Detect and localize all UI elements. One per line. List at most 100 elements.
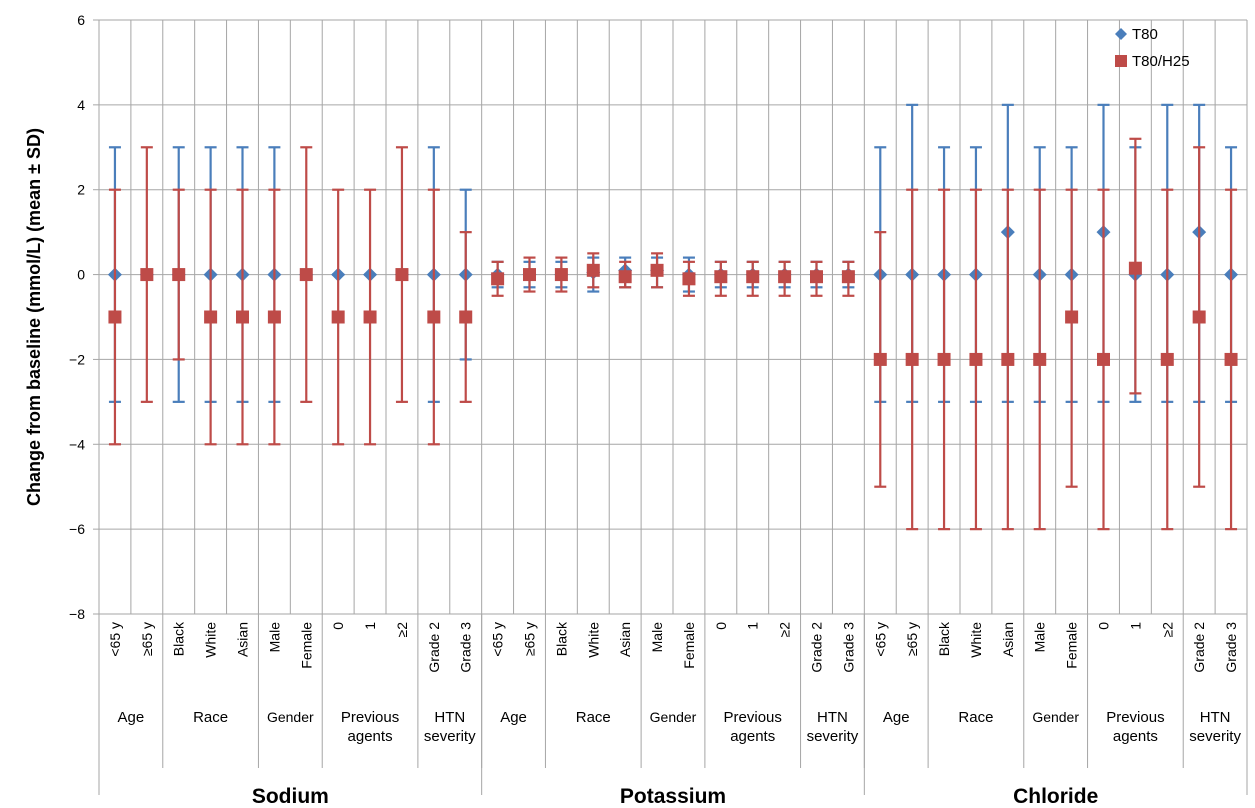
- t80-h25-marker: [905, 352, 919, 366]
- x-tick-label: 0: [330, 622, 346, 630]
- t80-h25-marker: [1128, 261, 1142, 275]
- group-label: Race: [193, 709, 228, 726]
- x-tick-label: <65 y: [490, 622, 506, 657]
- x-tick-label: White: [968, 622, 984, 658]
- x-tick-label: ≥2: [394, 622, 410, 638]
- x-tick-label: <65 y: [107, 622, 123, 657]
- t80-h25-marker: [746, 270, 760, 284]
- group-label: Gender: [650, 709, 697, 725]
- x-tick-label: Grade 2: [809, 622, 825, 673]
- y-tick-label: 2: [77, 182, 85, 198]
- x-tick-label: White: [203, 622, 219, 658]
- x-tick-label: ≥65 y: [522, 622, 538, 656]
- t80-h25-marker: [267, 310, 281, 324]
- group-label: Race: [576, 709, 611, 726]
- t80-h25-marker: [395, 268, 409, 282]
- y-tick-label: −2: [69, 351, 85, 367]
- t80-h25-marker: [108, 310, 122, 324]
- series-t80-h25: [108, 137, 1238, 531]
- t80-h25-marker: [810, 270, 823, 284]
- t80-h25-marker: [586, 263, 600, 277]
- group-label: Age: [883, 709, 910, 726]
- t80-h25-marker: [1192, 310, 1206, 324]
- x-tick-label: ≥65 y: [904, 622, 920, 656]
- x-tick-label: ≥2: [1159, 622, 1175, 638]
- y-tick-label: −8: [69, 606, 85, 622]
- group-label: agents: [1113, 728, 1158, 745]
- group-label: Age: [500, 709, 527, 726]
- t80-h25-marker: [873, 352, 887, 366]
- t80-h25-marker: [523, 268, 536, 282]
- t80-h25-marker: [204, 310, 218, 324]
- group-label: Gender: [1032, 709, 1079, 725]
- t80-h25-marker: [491, 272, 505, 286]
- group-label: Age: [118, 709, 145, 726]
- y-axis: 6 4 2 0 −2 −4 −6 −8: [69, 12, 100, 622]
- x-tick-label: Black: [171, 621, 187, 656]
- group-label: Previous: [724, 709, 782, 726]
- t80-h25-marker: [140, 268, 154, 282]
- t80-h25-marker: [1033, 352, 1047, 366]
- group-label: severity: [424, 728, 476, 745]
- x-tick-label: 1: [745, 622, 761, 630]
- y-axis-label: Change from baseline (mmol/L) (mean ± SD…: [24, 128, 44, 506]
- y-tick-label: 0: [77, 267, 85, 283]
- t80-h25-marker: [554, 268, 568, 282]
- x-tick-label: White: [585, 622, 601, 658]
- y-tick-label: 4: [77, 97, 85, 113]
- x-tick-label: Male: [649, 622, 665, 653]
- x-tick-label: 1: [1127, 622, 1143, 630]
- x-tick-label: Female: [1064, 622, 1080, 669]
- x-tick-label: Male: [1032, 622, 1048, 653]
- panel-label: Sodium: [252, 785, 329, 808]
- t80-h25-marker: [714, 270, 728, 284]
- t80-h25-marker: [650, 263, 664, 277]
- group-label: agents: [730, 728, 775, 745]
- t80-h25-marker: [427, 310, 441, 324]
- group-label: HTN: [1200, 709, 1231, 726]
- x-tick-label: Asian: [617, 622, 633, 657]
- x-tick-label: Grade 3: [458, 622, 474, 673]
- group-label: severity: [807, 728, 859, 745]
- group-label: severity: [1189, 728, 1241, 745]
- t80-h25-marker: [937, 352, 951, 366]
- x-tick-label: Grade 2: [426, 622, 442, 673]
- legend-marker-t80: [1115, 28, 1127, 40]
- x-tick-label: Asian: [1000, 622, 1016, 657]
- legend: T80 T80/H25: [1115, 26, 1190, 70]
- x-tick-label: Female: [298, 622, 314, 669]
- t80-h25-marker: [1097, 352, 1110, 366]
- x-tick-label: Black: [553, 621, 569, 656]
- panel-label: Chloride: [1013, 785, 1098, 808]
- group-label: Previous: [1106, 709, 1164, 726]
- t80-h25-marker: [1065, 310, 1079, 324]
- x-tick-label: ≥65 y: [139, 622, 155, 656]
- t80-h25-marker: [363, 310, 377, 324]
- t80-h25-marker: [1001, 352, 1015, 366]
- t80-h25-marker: [1224, 352, 1238, 366]
- t80-h25-marker: [682, 272, 696, 286]
- t80-h25-marker: [1160, 352, 1174, 366]
- x-tick-label: Male: [266, 622, 282, 653]
- y-tick-label: −6: [69, 521, 85, 537]
- x-tick-label: Black: [936, 621, 952, 656]
- t80-h25-marker: [172, 268, 186, 282]
- x-tick-label: Female: [681, 622, 697, 669]
- t80-h25-marker: [459, 310, 473, 324]
- group-label: Race: [958, 709, 993, 726]
- x-tick-label: Asian: [235, 622, 251, 657]
- x-tick-label: 0: [713, 622, 729, 630]
- group-label: Gender: [267, 709, 314, 725]
- legend-label-t80: T80: [1132, 26, 1158, 43]
- t80-h25-marker: [841, 270, 855, 284]
- x-tick-label: Grade 3: [1223, 622, 1239, 673]
- x-tick-label: 0: [1096, 622, 1112, 630]
- panel-label: Potassium: [620, 785, 726, 808]
- group-label: HTN: [817, 709, 848, 726]
- x-tick-label: <65 y: [872, 622, 888, 657]
- t80-h25-marker: [331, 310, 345, 324]
- y-tick-label: −4: [69, 436, 85, 452]
- x-tick-label: Grade 2: [1191, 622, 1207, 673]
- t80-h25-marker: [778, 270, 792, 284]
